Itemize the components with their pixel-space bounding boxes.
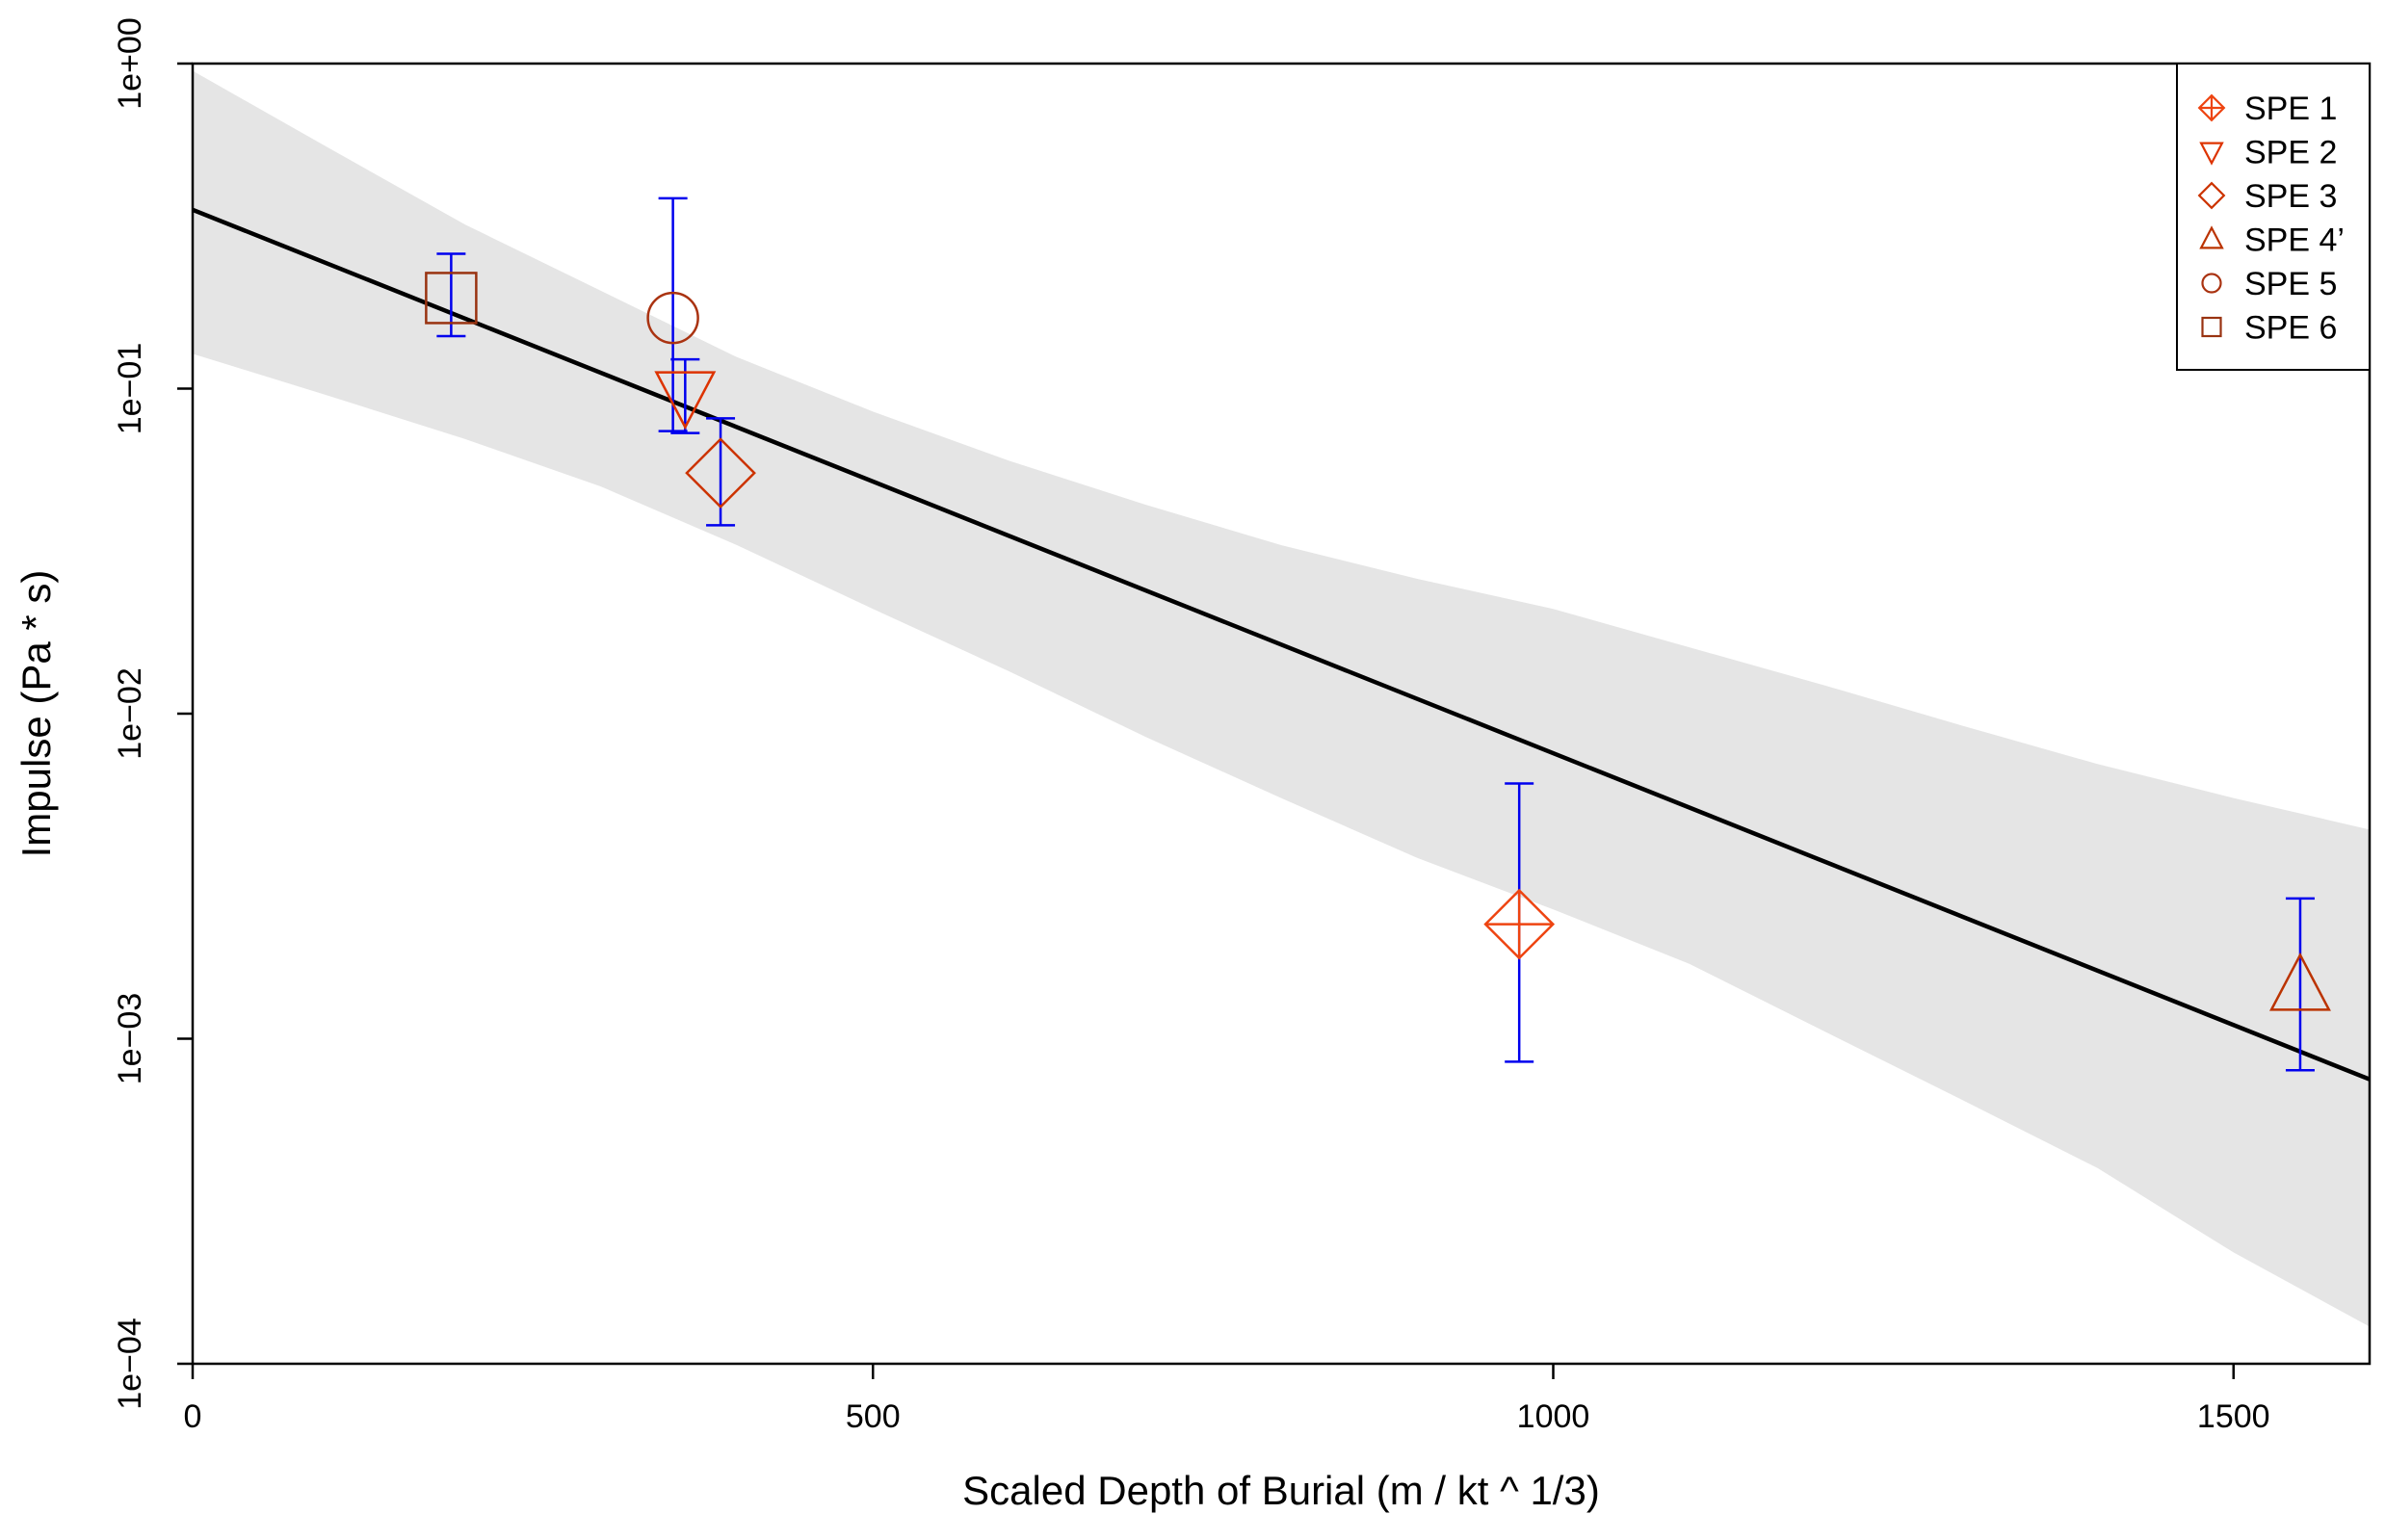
legend-item: SPE 1 <box>2197 91 2337 127</box>
data-point-2 <box>654 371 717 431</box>
regression-fit-line <box>193 207 2370 1082</box>
legend-item: SPE 4’ <box>2199 222 2345 259</box>
legend-marker-shape <box>2199 225 2224 249</box>
data-point-4-shape <box>2268 952 2331 1011</box>
y-tick-label: 1e−02 <box>112 667 148 760</box>
data-point-3-shape <box>685 437 756 509</box>
legend-label: SPE 5 <box>2244 266 2337 302</box>
legend-item: SPE 5 <box>2201 266 2337 302</box>
data-point-3 <box>685 437 756 509</box>
x-tick-label: 500 <box>846 1398 901 1435</box>
data-point-6-shape <box>425 272 478 325</box>
legend-label: SPE 3 <box>2244 178 2337 215</box>
data-point-4 <box>2268 952 2331 1011</box>
legend-item: SPE 6 <box>2201 310 2337 347</box>
x-tick-label: 1000 <box>1517 1398 1590 1435</box>
legend-item: SPE 2 <box>2199 135 2337 171</box>
legend-marker-shape <box>2201 316 2222 338</box>
x-axis-title: Scaled Depth of Burial (m / kt ^ 1/3) <box>962 1468 1600 1513</box>
x-tick-label: 1500 <box>2197 1398 2270 1435</box>
legend-marker-shape <box>2199 142 2224 166</box>
data-point-layer <box>425 272 2331 1011</box>
data-point-6 <box>425 272 478 325</box>
y-tick-label: 1e−04 <box>112 1318 148 1410</box>
legend-label: SPE 4’ <box>2244 222 2345 259</box>
y-axis-title: Impulse (Pa * s) <box>13 570 59 858</box>
confidence-band <box>193 70 2370 1327</box>
fit-line-layer <box>193 207 2370 1082</box>
legend-label: SPE 2 <box>2244 135 2337 171</box>
legend-marker <box>2199 225 2224 249</box>
data-point-1 <box>1483 888 1556 960</box>
x-tick-label: 0 <box>184 1398 202 1435</box>
legend-marker <box>2201 273 2222 294</box>
legend-marker-shape <box>2197 181 2226 210</box>
legend: SPE 1 SPE 2 SPE 3 SPE 4’ SPE 5 SPE 6 <box>2176 63 2371 371</box>
legend-label: SPE 1 <box>2244 91 2337 127</box>
tick-layer: 0 500 1000 1500 1e−04 1e−03 1e−02 1e−01 1e+00 <box>112 17 2270 1435</box>
y-tick-label: 1e−03 <box>112 993 148 1085</box>
legend-marker <box>2201 316 2222 338</box>
error-bar-5 <box>658 196 688 432</box>
y-tick-label: 1e+00 <box>112 17 148 110</box>
legend-marker <box>2197 181 2226 210</box>
confidence-band-layer <box>193 70 2370 1327</box>
error-bar-layer <box>436 196 2315 1072</box>
data-point-2-shape <box>654 371 717 431</box>
error-bar-4 <box>2285 897 2315 1072</box>
data-point-5-shape <box>646 291 699 345</box>
legend-item: SPE 3 <box>2197 178 2337 215</box>
y-tick-label: 1e−01 <box>112 343 148 435</box>
legend-marker <box>2199 142 2224 166</box>
legend-marker-shape <box>2201 273 2222 294</box>
legend-label: SPE 6 <box>2244 310 2337 347</box>
legend-marker <box>2197 93 2226 122</box>
data-point-5 <box>646 291 699 345</box>
